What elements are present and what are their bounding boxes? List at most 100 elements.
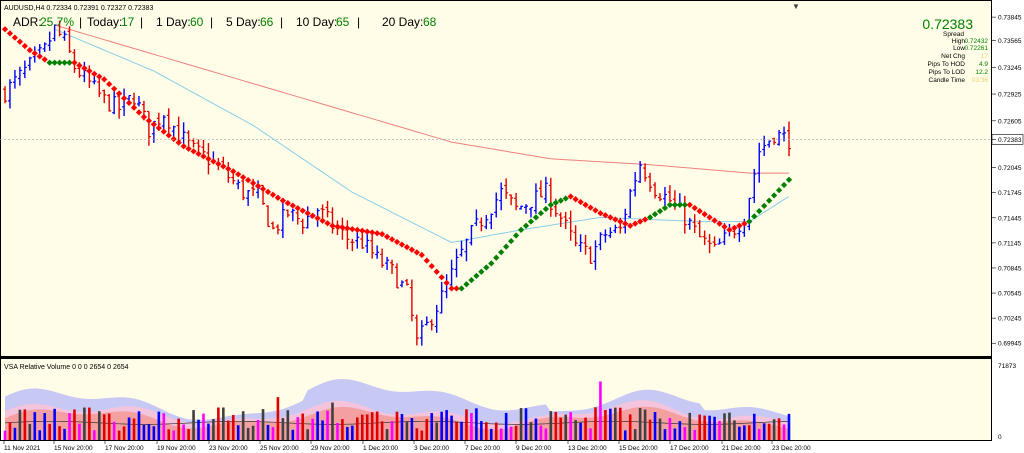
volume-bar <box>673 428 677 440</box>
volume-bar <box>648 419 652 440</box>
ohlc-bar <box>702 230 707 246</box>
x-tick-label: 29 Nov 20:00 <box>311 445 350 452</box>
volume-bar <box>306 429 309 440</box>
volume-bar <box>83 407 86 440</box>
volume-bar <box>618 407 622 440</box>
trend-dot <box>185 145 192 152</box>
ohlc-bar <box>57 20 62 37</box>
volume-bar <box>385 429 389 440</box>
info-low-value: 0.72261 <box>965 45 989 52</box>
volume-bar <box>296 417 300 440</box>
volume-bar <box>271 427 275 440</box>
volume-bar <box>683 427 687 440</box>
volume-bar <box>638 408 642 440</box>
x-tick-label: 19 Nov 20:00 <box>157 445 196 452</box>
volume-bar <box>122 426 126 440</box>
trend-dot <box>438 274 445 281</box>
price-plot <box>0 20 992 346</box>
ohlc-bar <box>424 316 429 326</box>
ohlc-bar <box>787 121 791 157</box>
volume-subwindow-title: VSA Relative Volume 0 0 0 2654 0 2654 <box>4 364 129 371</box>
trend-dot <box>106 80 113 88</box>
volume-bar <box>594 407 597 440</box>
volume-bar <box>390 421 394 440</box>
volume-bar <box>157 411 161 440</box>
x-tick-label: 1 Dec 20:00 <box>363 445 398 452</box>
ohlc-bar <box>543 176 548 204</box>
ohlc-bar <box>782 126 787 142</box>
volume-bar <box>599 381 602 440</box>
ohlc-bar <box>593 240 598 270</box>
trend-dot <box>443 279 450 286</box>
ohlc-bar <box>191 138 196 148</box>
volume-bar <box>752 413 756 440</box>
info-high-label: High <box>952 38 966 45</box>
symbol-line: AUDUSD,H4 0.72334 0.72391 0.72327 0.7238… <box>4 5 154 12</box>
ohlc-bar <box>509 194 514 206</box>
volume-bar <box>212 419 215 440</box>
y-tick-label: 0.70245 <box>998 316 1022 323</box>
volume-bar <box>554 411 558 440</box>
ohlc-bar <box>47 31 52 51</box>
trend-dot <box>111 85 118 92</box>
volume-bar <box>142 424 146 440</box>
volume-bar <box>559 417 563 440</box>
trend-dot <box>46 59 53 66</box>
volume-bar <box>137 411 141 440</box>
volume-bar <box>365 414 369 440</box>
adr-value: 25.7% <box>40 15 74 29</box>
volume-panel-frame <box>0 358 992 441</box>
volume-bar <box>475 408 478 440</box>
volume-bar <box>494 422 498 440</box>
ohlc-bar <box>667 185 672 203</box>
info-panel: 0.72383 Spread High 0.72432 Low 0.72261 … <box>922 16 988 84</box>
volume-bar <box>405 421 409 440</box>
one-day-sep: | <box>210 15 213 29</box>
volume-bar <box>395 411 399 440</box>
trend-dot <box>448 285 455 292</box>
volume-bar <box>286 410 290 440</box>
ohlc-bar <box>514 192 519 211</box>
trend-dot <box>116 90 123 97</box>
volume-bar <box>410 418 414 440</box>
trend-dot <box>145 117 153 124</box>
volume-bar <box>356 417 359 440</box>
ohlc-bar <box>777 129 782 146</box>
trend-dot <box>135 109 143 116</box>
volume-bar <box>246 427 250 440</box>
y-tick-label: 0.73845 <box>998 15 1022 22</box>
trend-dot <box>478 268 485 275</box>
volume-y-max-label: 71873 <box>998 363 1016 370</box>
info-high-value: 0.72432 <box>965 38 989 45</box>
ohlc-bar <box>3 86 7 104</box>
volume-bar <box>336 422 339 440</box>
volume-bar <box>23 409 27 440</box>
x-tick-label: 15 Dec 20:00 <box>619 445 658 452</box>
volume-bar <box>3 430 7 440</box>
trend-dot <box>150 121 157 128</box>
trend-dot <box>428 263 435 270</box>
volume-bar <box>187 429 190 440</box>
ohlc-bar <box>474 209 479 227</box>
volume-bar <box>529 422 533 440</box>
trend-dot <box>6 30 14 37</box>
ohlc-bar <box>414 314 419 346</box>
ohlc-bar <box>12 69 17 89</box>
volume-bar <box>182 424 185 440</box>
volume-bar <box>782 424 786 440</box>
ohlc-bar <box>613 224 618 234</box>
volume-y-zero-label: 0 <box>998 434 1002 441</box>
volume-bar <box>256 419 260 440</box>
volume-bar <box>58 426 61 440</box>
volume-bar <box>102 414 106 440</box>
volume-bar <box>321 420 324 440</box>
ohlc-bar <box>454 248 459 278</box>
ohlc-bar <box>558 212 563 227</box>
ohlc-bar <box>563 211 568 230</box>
volume-bar <box>713 416 716 440</box>
volume-bar <box>311 418 314 440</box>
volume-bar <box>708 415 711 440</box>
volume-bar <box>579 422 582 440</box>
chart-shift-marker[interactable]: ▼ <box>792 2 800 11</box>
